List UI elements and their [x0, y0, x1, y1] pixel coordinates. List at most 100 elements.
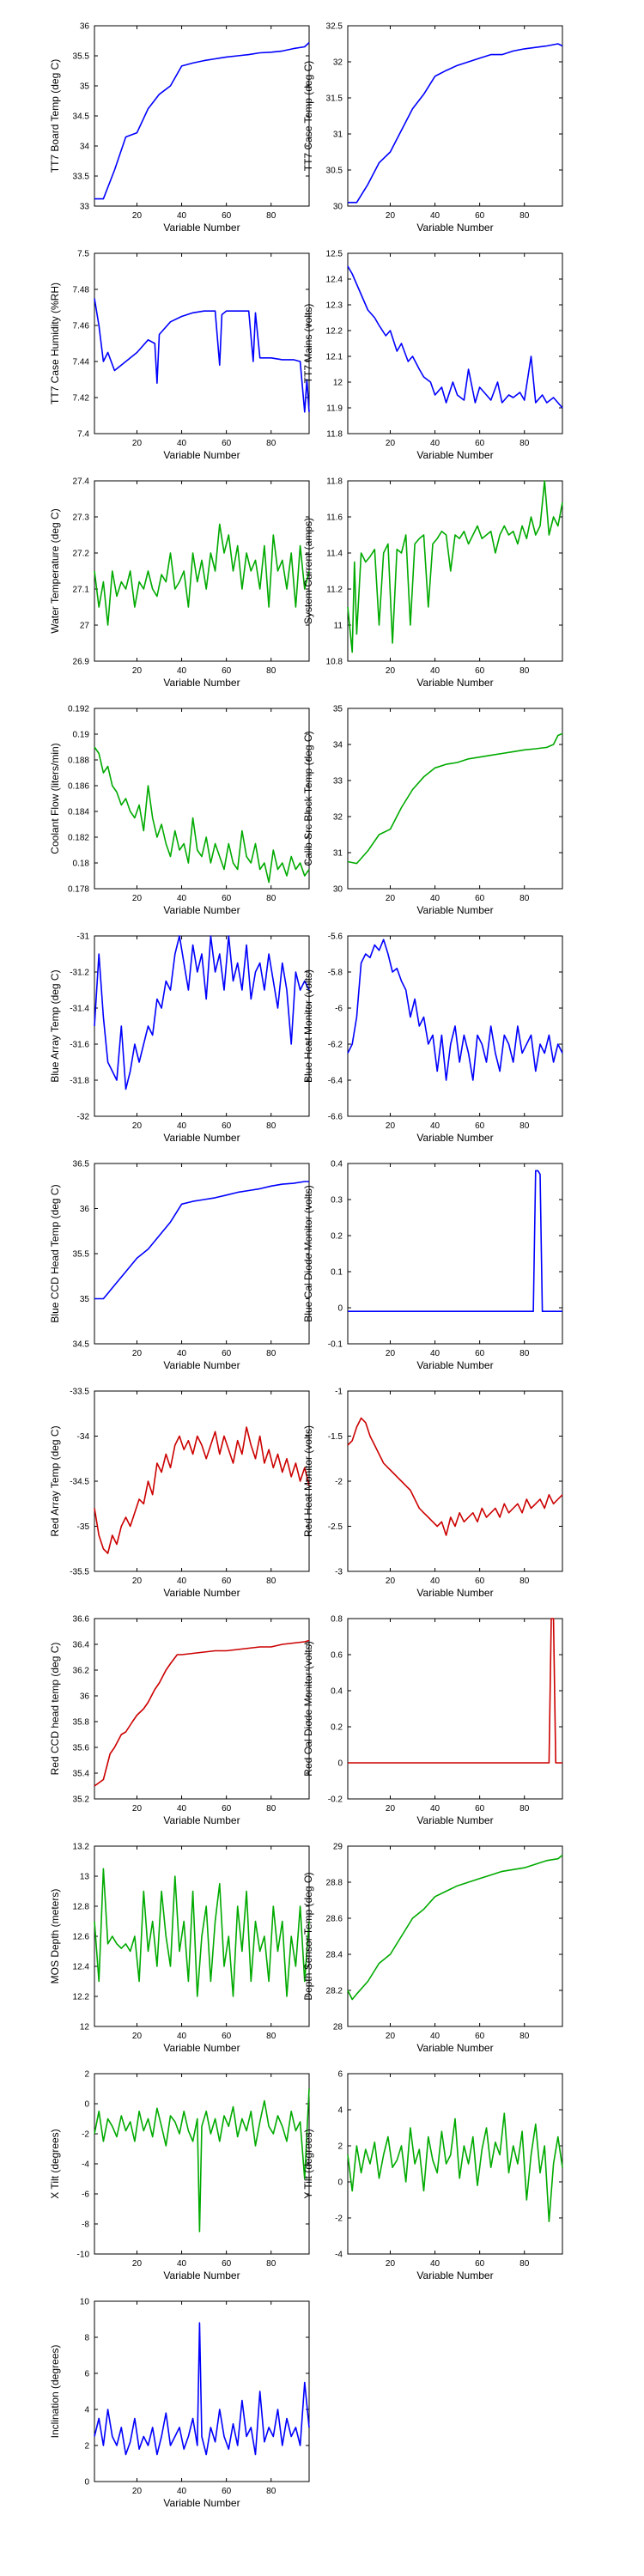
plot-frame — [347, 480, 563, 662]
y-tick-label: 35.5 — [73, 1250, 90, 1260]
series-line — [347, 2112, 563, 2222]
y-tick-label: 0.19 — [73, 731, 90, 740]
x-tick-label: 80 — [266, 666, 276, 676]
x-tick-label: 40 — [430, 2032, 440, 2041]
y-tick-label: -32 — [77, 1113, 90, 1122]
x-axis-label: Variable Number — [163, 449, 240, 461]
y-axis-label: TT7 Case Temp (deg C) — [302, 61, 314, 172]
x-axis-label: Variable Number — [416, 1587, 493, 1599]
x-tick-label: 40 — [177, 1121, 187, 1131]
x-tick-label: 60 — [475, 2032, 485, 2041]
y-tick-label: 10.8 — [326, 658, 343, 667]
x-tick-label: 80 — [519, 1121, 530, 1131]
y-tick-label: 29 — [333, 1843, 343, 1852]
y-tick-label: 0.6 — [331, 1651, 343, 1661]
series-line — [347, 480, 563, 653]
y-tick-label: 13 — [80, 1873, 90, 1882]
x-tick-label: 60 — [222, 1577, 232, 1586]
y-tick-label: 0.18 — [73, 860, 90, 869]
y-axis-label: Blue Cal Diode Monitor (volts) — [302, 1185, 314, 1321]
y-tick-label: 11.2 — [326, 586, 343, 595]
x-tick-label: 20 — [386, 439, 396, 448]
y-tick-label: -5.8 — [328, 969, 343, 978]
y-axis-label: TT7 Board Temp (deg C) — [49, 59, 61, 173]
chart-panel-5: 26.9 27 27.1 27.2 27.3 27.4 20 40 60 80 Variable N… — [49, 477, 310, 689]
series-line — [94, 2322, 310, 2456]
y-tick-label: 4 — [84, 2406, 89, 2415]
y-tick-label: 7.5 — [77, 250, 89, 259]
y-tick-label: 11.9 — [326, 404, 343, 414]
series-line — [348, 1618, 562, 1764]
plot-frame — [347, 1163, 563, 1345]
series-line — [94, 42, 310, 200]
x-tick-label: 60 — [222, 1804, 232, 1814]
y-tick-label: 12 — [333, 379, 343, 388]
series-line — [347, 1854, 563, 2001]
x-tick-label: 80 — [519, 894, 530, 903]
y-axis-label: Water Temperature (deg C) — [49, 508, 61, 633]
y-tick-label: 35.5 — [73, 52, 90, 62]
x-axis-label: Variable Number — [416, 677, 493, 689]
x-tick-label: 60 — [222, 1121, 232, 1131]
x-axis-label: Variable Number — [416, 904, 493, 916]
y-tick-label: 12.2 — [73, 1993, 90, 2002]
y-tick-label: 31 — [333, 131, 343, 140]
y-tick-label: 12.8 — [73, 1903, 90, 1912]
plot-frame — [347, 1845, 563, 2027]
x-tick-label: 20 — [132, 439, 143, 448]
x-axis-label: Variable Number — [163, 1132, 240, 1144]
y-tick-label: 0 — [84, 2100, 89, 2110]
y-tick-label: 2 — [337, 2142, 343, 2152]
series-line — [94, 298, 310, 413]
y-tick-label: -6 — [335, 1005, 343, 1014]
plot-frame — [347, 2073, 563, 2255]
plot-frame — [347, 708, 563, 890]
y-axis-label: Inclination (degrees) — [49, 2345, 61, 2439]
x-tick-label: 40 — [177, 211, 187, 221]
plot-frame — [94, 1163, 310, 1345]
y-axis-label: MOS Depth (meters) — [49, 1889, 61, 1984]
y-tick-label: 36 — [80, 22, 90, 32]
y-tick-label: -4 — [335, 2251, 343, 2260]
chart-panel-21: 0 2 4 6 8 10 20 40 60 80 Variable Number Inclinatio… — [49, 2298, 310, 2509]
chart-panel-11: 34.5 35 35.5 36 36.5 20 40 60 80 Variable Number B… — [49, 1160, 310, 1371]
chart-panel-19: -10 -8 -6 -4 -2 0 2 20 40 60 80 Variable Number X Ti… — [49, 2070, 310, 2281]
y-tick-label: 28.6 — [326, 1915, 343, 1924]
plot-frame — [94, 1618, 310, 1800]
y-tick-label: 0.186 — [68, 782, 89, 792]
x-tick-label: 20 — [132, 1121, 143, 1131]
x-axis-label: Variable Number — [416, 1132, 493, 1144]
y-tick-label: 31.5 — [326, 94, 343, 104]
x-tick-label: 20 — [132, 1577, 143, 1586]
x-tick-label: 60 — [475, 666, 485, 676]
x-tick-label: 20 — [132, 2259, 143, 2269]
x-tick-label: 40 — [430, 1577, 440, 1586]
x-tick-label: 60 — [475, 1349, 485, 1358]
plot-frame — [347, 1618, 563, 1800]
y-tick-label: 0.1 — [331, 1268, 343, 1278]
series-line — [94, 1868, 310, 1997]
x-tick-label: 80 — [519, 1577, 530, 1586]
series-line — [94, 746, 310, 884]
x-tick-label: 80 — [266, 2487, 276, 2496]
x-tick-label: 60 — [222, 1349, 232, 1358]
x-tick-label: 40 — [430, 211, 440, 221]
y-axis-label: Red Cal Diode Monitor (volts) — [302, 1641, 314, 1776]
y-tick-label: 33 — [80, 203, 90, 212]
x-tick-label: 20 — [132, 894, 143, 903]
y-axis-label: Coolant Flow (liters/min) — [49, 743, 61, 854]
y-tick-label: 11.6 — [326, 513, 343, 523]
plot-frame — [94, 1390, 310, 1572]
x-tick-label: 20 — [386, 2259, 396, 2269]
plot-frame — [94, 2073, 310, 2255]
chart-panel-6: 10.8 11 11.2 11.4 11.6 11.8 20 40 60 80 Variable N… — [302, 477, 563, 689]
series-line — [94, 523, 310, 626]
x-tick-label: 40 — [430, 1804, 440, 1814]
x-tick-label: 60 — [222, 2032, 232, 2041]
x-tick-label: 80 — [519, 1349, 530, 1358]
x-tick-label: 60 — [475, 1804, 485, 1814]
x-tick-label: 40 — [430, 2259, 440, 2269]
y-tick-label: 2 — [84, 2070, 89, 2080]
chart-panel-7: 0.178 0.18 0.182 0.184 0.186 0.188 0.19 0.192 20… — [49, 705, 310, 916]
